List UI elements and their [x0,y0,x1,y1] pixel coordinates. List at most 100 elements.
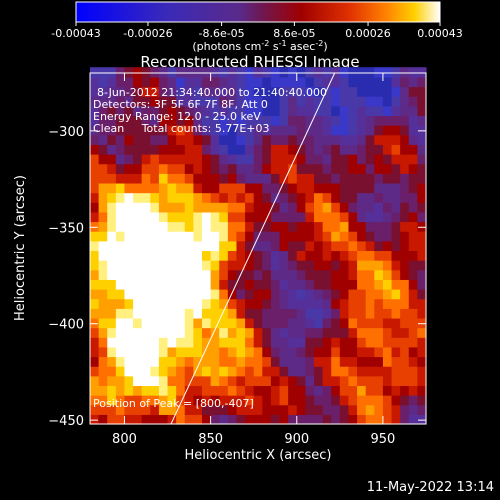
heatmap-cell [408,375,418,387]
heatmap-cell [133,260,143,271]
heatmap-cell [322,125,332,136]
heatmap-cell [107,67,117,78]
heatmap-cell [348,115,358,126]
heatmap-cell [219,260,229,271]
heatmap-cell [98,173,108,184]
heatmap-cell [305,202,315,213]
heatmap-cell [417,366,427,377]
heatmap-cell [253,240,263,252]
heatmap-cell [331,76,341,88]
heatmap-cell [158,221,169,232]
heatmap-cell [124,375,134,387]
heatmap-cell [348,250,358,261]
heatmap-cell [202,346,212,358]
heatmap-cell [331,154,341,165]
heatmap-cell [262,308,272,319]
heatmap-cell [107,260,117,271]
heatmap-cell [167,317,177,329]
heatmap-cell [210,125,220,136]
heatmap-cell [158,317,169,329]
heatmap-cell [357,202,367,213]
heatmap-cell [176,317,186,329]
heatmap-cell [193,395,203,406]
heatmap-cell [184,269,194,280]
heatmap-cell [219,414,229,425]
heatmap-cell [279,173,289,184]
heatmap-cell [408,96,418,107]
heatmap-cell [236,163,246,174]
heatmap-cell [236,144,246,155]
heatmap-cell [314,250,324,261]
heatmap-cell [236,298,246,309]
heatmap-cell [90,356,100,367]
heatmap-cell [202,395,212,406]
heatmap-cell [124,356,134,367]
heatmap-cell [193,279,203,290]
heatmap-cell [133,125,143,136]
heatmap-cell [305,260,315,271]
heatmap-cell [124,211,134,223]
heatmap-cell [331,231,341,242]
heatmap-cell [417,105,427,117]
heatmap-cell [339,154,350,165]
heatmap-cell [348,211,358,223]
heatmap-cell [98,289,108,300]
heatmap-cell [98,366,108,377]
heatmap-cell [210,356,220,367]
heatmap-cell [296,250,306,261]
heatmap-cell [348,327,358,338]
heatmap-cell [365,134,375,145]
heatmap-cell [210,211,220,223]
heatmap-cell [270,269,281,280]
heatmap-cell [184,231,194,242]
heatmap-cell [270,115,281,126]
heatmap-cell [184,346,194,358]
heatmap-cell [98,154,108,165]
heatmap-cell [322,105,332,117]
heatmap-cell [262,154,272,165]
heatmap-cell [202,250,212,261]
heatmap-cell [150,385,160,396]
heatmap-cell [115,395,126,406]
x-axis-label: Heliocentric X (arcsec) [185,448,332,463]
heatmap-cell [90,289,100,300]
heatmap-cell [270,76,281,88]
heatmap-cell [141,327,151,338]
heatmap-cell [296,144,306,155]
heatmap-cell [262,414,272,425]
heatmap-cell [236,76,246,88]
heatmap-cell [365,76,375,88]
heatmap-cell [331,356,341,367]
heatmap-cell [133,404,143,415]
heatmap-cell [158,414,169,425]
heatmap-cell [219,298,229,309]
heatmap-cell [374,308,384,319]
heatmap-cell [133,202,143,213]
heatmap-cell [305,182,315,194]
heatmap-cell [253,298,263,309]
heatmap-cell [124,385,134,396]
heatmap-cell [184,154,194,165]
heatmap-cell [184,250,194,261]
heatmap-cell [133,163,143,174]
heatmap-cell [193,173,203,184]
heatmap-cell [141,231,151,242]
heatmap-cell [305,327,315,338]
heatmap-cell [348,125,358,136]
heatmap-cell [417,182,427,194]
heatmap-cell [382,395,393,406]
heatmap-cell [115,231,126,242]
heatmap-cell [339,385,350,396]
heatmap-cell [176,279,186,290]
heatmap-cell [115,279,126,290]
heatmap-cell [253,202,263,213]
heatmap-cell [400,366,410,377]
heatmap-cell [133,134,143,145]
heatmap-cell [374,337,384,348]
heatmap-cell [133,298,143,309]
heatmap-cell [279,192,289,203]
heatmap-cell [236,327,246,338]
heatmap-cell [339,298,350,309]
heatmap-cell [98,404,108,415]
heatmap-cell [314,144,324,155]
